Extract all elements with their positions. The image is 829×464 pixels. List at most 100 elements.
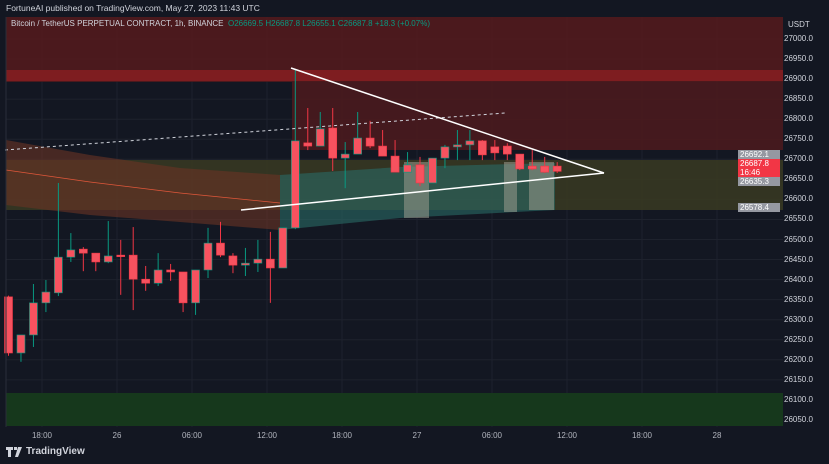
price-axis[interactable]: [783, 17, 829, 427]
candle-body: [428, 157, 437, 184]
candle: [91, 252, 101, 272]
candle: [303, 107, 313, 151]
demand-zone-green: [6, 393, 783, 426]
candle-body: [378, 145, 387, 157]
candle: [41, 280, 51, 313]
candle-body: [515, 153, 525, 170]
time-axis-label: 26: [112, 431, 122, 440]
brand-name: TradingView: [26, 446, 85, 457]
candle-body: [116, 254, 126, 257]
time-axis-label: 06:00: [181, 431, 203, 440]
price-axis-label: 26950.0: [784, 54, 813, 64]
candle: [103, 221, 113, 264]
candle: [527, 150, 537, 171]
candle: [390, 140, 400, 173]
candle-body: [465, 140, 475, 146]
time-axis-label: 27: [412, 431, 422, 440]
price-axis-label: 26450.0: [784, 254, 813, 264]
time-axis-label: 06:00: [481, 431, 503, 440]
price-axis-label: 26800.0: [784, 114, 813, 124]
candle: [153, 253, 163, 287]
candle-body: [502, 145, 512, 155]
price-axis-label: 26050.0: [784, 414, 813, 424]
candle-body: [303, 142, 313, 147]
candle: [228, 253, 238, 274]
candle-body: [178, 271, 188, 304]
candle: [278, 227, 288, 269]
candle-body: [478, 140, 487, 156]
candle: [141, 265, 150, 291]
candle-body: [440, 146, 450, 159]
price-axis-label: 26400.0: [784, 274, 813, 284]
candle-body: [253, 258, 263, 264]
candle: [540, 156, 550, 173]
candle: [54, 182, 63, 297]
candle-body: [490, 146, 500, 154]
candle: [415, 156, 425, 187]
candle-body: [390, 155, 400, 173]
candle-body: [328, 127, 338, 159]
volume-block: [504, 162, 517, 212]
price-axis-label: 26750.0: [784, 134, 813, 144]
candle-body: [79, 248, 88, 254]
candles: [4, 69, 562, 362]
candle: [166, 263, 175, 281]
candle-body: [365, 137, 375, 147]
ohlc-open: O26669.5: [227, 19, 264, 28]
currency-label[interactable]: USDT: [788, 20, 810, 29]
supply-zone-band: [6, 70, 783, 81]
candle: [291, 69, 300, 230]
ma-line: [5, 169, 281, 204]
candle-body: [340, 153, 350, 159]
candle: [116, 239, 126, 295]
candle-body: [128, 254, 138, 280]
candle: [4, 295, 13, 356]
candle-body: [54, 256, 63, 294]
price-axis-label: 26500.0: [784, 234, 813, 244]
candle: [216, 221, 225, 258]
candle: [403, 152, 412, 173]
publisher-line: FortuneAI published on TradingView.com, …: [6, 3, 260, 13]
candle: [253, 239, 263, 272]
candle-body: [552, 165, 562, 172]
candle: [241, 247, 250, 276]
price-axis-label: 27000.0: [784, 34, 813, 43]
candle-body: [266, 258, 275, 269]
candle: [266, 231, 275, 303]
candle-body: [203, 242, 213, 271]
ohlc-low: L26655.1: [302, 19, 336, 28]
candle-body: [403, 164, 412, 173]
candle-body: [66, 249, 76, 258]
candle: [191, 269, 200, 315]
candle-body: [16, 334, 26, 354]
time-axis-label: 12:00: [256, 431, 278, 440]
price-axis-label: 26150.0: [784, 374, 813, 384]
trendline-support[interactable]: [240, 172, 605, 211]
ma-band-red: [6, 140, 280, 230]
candle: [440, 144, 450, 169]
candle: [453, 130, 462, 161]
candle-body: [191, 269, 200, 304]
symbol-name[interactable]: Bitcoin / TetherUS PERPETUAL CONTRACT, 1…: [11, 19, 224, 28]
candle-body: [103, 255, 113, 263]
candle-body: [315, 128, 325, 147]
candle: [378, 130, 387, 157]
candle: [79, 247, 88, 272]
candle-body: [4, 296, 13, 354]
candle-body: [153, 269, 163, 284]
candle: [178, 271, 188, 313]
time-axis-label: 28: [712, 431, 722, 440]
supply-zone-right: [292, 82, 783, 150]
time-axis-label: 12:00: [556, 431, 578, 440]
price-tag: 26687.8: [738, 159, 780, 168]
trendline-resistance[interactable]: [290, 67, 605, 174]
price-tag: 16:46: [738, 168, 780, 177]
candle-body: [527, 165, 537, 170]
candle: [365, 120, 375, 149]
price-tag: 26578.4: [738, 203, 780, 212]
candle: [552, 162, 562, 173]
price-axis-label: 26350.0: [784, 294, 813, 304]
candle: [66, 233, 76, 262]
footer-brand: TradingView: [6, 446, 85, 457]
